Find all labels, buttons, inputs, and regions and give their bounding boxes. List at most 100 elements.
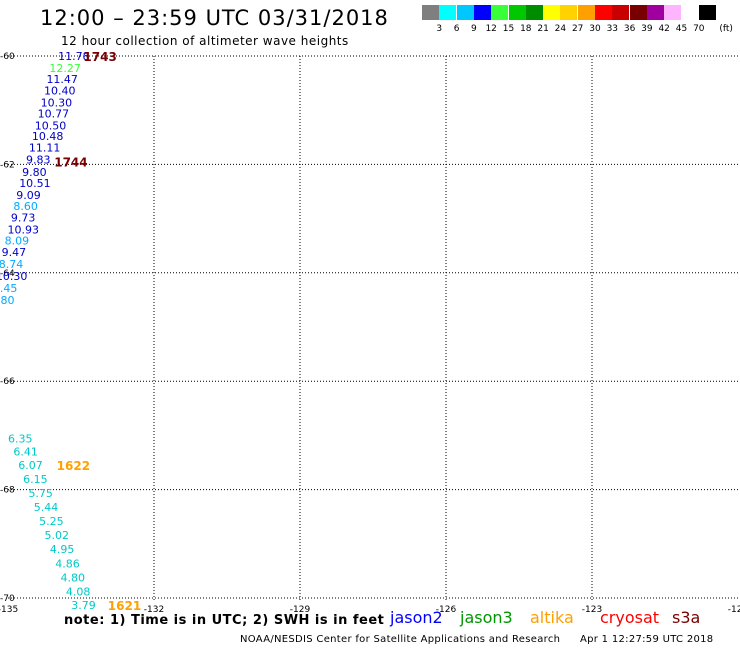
latitude-label: -62 <box>0 160 15 170</box>
color-scale-label: 15 <box>502 24 515 34</box>
color-swatch <box>681 5 699 20</box>
wave-height-value: 10.30 <box>0 270 27 283</box>
generated-timestamp: Apr 1 12:27:59 UTC 2018 <box>580 634 714 645</box>
longitude-label: -135 <box>0 605 18 615</box>
color-swatch <box>439 5 457 20</box>
color-swatch <box>629 5 647 20</box>
color-scale-label: 45 <box>675 24 688 34</box>
satellite-legend-altika: altika <box>530 608 574 627</box>
color-swatch <box>646 5 664 20</box>
color-swatch <box>664 5 682 20</box>
wave-height-value: 10.93 <box>8 223 40 236</box>
pass-time-label: 1621 <box>108 599 141 613</box>
color-swatch <box>525 5 543 20</box>
color-scale-label: 39 <box>641 24 653 34</box>
color-scale-label: 3 <box>436 24 443 34</box>
wave-height-value: 5.75 <box>28 487 53 500</box>
longitude-label: -126 <box>436 605 457 615</box>
wave-height-value: 8.09 <box>5 234 30 247</box>
latitude-label: -66 <box>0 377 15 387</box>
wave-height-value: 11.78 <box>58 50 89 63</box>
wave-height-value: 10.50 <box>35 119 66 132</box>
map-grid <box>8 55 738 602</box>
wave-height-value: 8.60 <box>13 200 38 213</box>
color-scale-label: 27 <box>571 24 584 34</box>
wave-height-value: 4.86 <box>55 557 80 570</box>
color-swatch <box>698 5 716 20</box>
wave-height-value: 8.45 <box>0 282 17 295</box>
wave-height-value: 6.15 <box>23 473 48 486</box>
pass-time-label: 1744 <box>54 156 87 170</box>
wave-height-value: 10.30 <box>41 97 73 110</box>
satellite-legend-cryosat: cryosat <box>600 608 660 627</box>
credit-text: NOAA/NESDIS Center for Satellite Applica… <box>240 634 561 645</box>
footer-note: note: 1) Time is in UTC; 2) SWH is in fe… <box>64 613 385 628</box>
color-scale-label: 33 <box>606 24 619 34</box>
wave-height-value: 9.80 <box>22 166 47 179</box>
wave-height-value: 6.41 <box>13 446 38 459</box>
wave-height-value: 9.09 <box>16 189 40 202</box>
wave-height-value: 10.77 <box>38 107 70 120</box>
color-swatch <box>473 5 491 20</box>
color-swatch <box>612 5 630 20</box>
longitude-label: -120 <box>728 605 740 615</box>
satellite-legend-jason3: jason3 <box>460 608 513 627</box>
color-swatch <box>577 5 595 20</box>
color-scale-label: 30 <box>589 24 601 34</box>
color-scale-label: 24 <box>554 24 567 34</box>
latitude-label: -70 <box>0 594 15 604</box>
page-title: 12:00 – 23:59 UTC 03/31/2018 <box>40 6 389 30</box>
latitude-label: -68 <box>0 486 15 496</box>
wave-height-value: 4.95 <box>50 543 75 556</box>
satellite-legend-s3a: s3a <box>672 608 701 627</box>
wave-height-value: 9.47 <box>2 246 27 259</box>
color-scale-label: 18 <box>520 24 532 34</box>
wave-height-value: 9.83 <box>26 154 51 167</box>
wave-height-value: 10.40 <box>44 85 76 98</box>
page-subtitle: 12 hour collection of altimeter wave hei… <box>61 34 349 48</box>
wave-height-value: 9.73 <box>11 212 35 225</box>
wave-height-value: 3.79 <box>71 599 96 612</box>
longitude-label: -132 <box>144 605 164 615</box>
color-swatch <box>491 5 509 20</box>
wave-height-value: 7.80 <box>0 294 14 307</box>
color-scale-label: 9 <box>471 24 477 34</box>
color-scale-label: 6 <box>453 24 460 34</box>
wave-height-value: 8.74 <box>0 258 23 271</box>
wave-height-value: 12.27 <box>49 62 81 75</box>
wave-height-value: 11.47 <box>46 73 78 86</box>
latitude-label: -60 <box>0 52 15 62</box>
observation-values: 11.7812.2711.4710.4010.3010.7710.5010.48… <box>0 50 96 612</box>
color-scale-label: 42 <box>658 24 670 34</box>
wave-height-value: 10.48 <box>32 130 63 143</box>
pass-time-labels: 1743 1744 1622 1621 <box>54 50 141 613</box>
color-scale-label: 70 <box>693 24 705 34</box>
color-swatch <box>456 5 474 20</box>
longitude-label: -129 <box>290 605 311 615</box>
color-scale-label: 21 <box>537 24 549 34</box>
wave-height-value: 10.51 <box>19 177 51 190</box>
color-swatch <box>543 5 561 20</box>
wave-height-value: 5.02 <box>45 529 70 542</box>
pass-time-label: 1743 <box>83 50 116 64</box>
satellite-legend-jason2: jason2 <box>390 608 443 627</box>
wave-height-value: 5.25 <box>39 515 64 528</box>
pass-time-label: 1622 <box>57 459 90 473</box>
color-swatch <box>508 5 526 20</box>
wave-height-value: 6.07 <box>18 459 43 472</box>
color-scale-unit: (ft) <box>719 24 733 34</box>
color-swatch <box>595 5 612 20</box>
wave-height-value: 4.08 <box>66 585 91 598</box>
wave-height-value: 5.44 <box>34 501 59 514</box>
longitude-labels: -135 -132 -129 -126 -123 -120 <box>0 605 740 615</box>
color-scale-label: 36 <box>623 24 636 34</box>
color-swatch <box>422 5 439 20</box>
wave-height-value: 6.35 <box>8 433 33 446</box>
color-swatch <box>560 5 578 20</box>
color-scale-label: 12 <box>485 24 497 34</box>
latitude-labels: -60 -62 -64 -66 -68 -70 <box>0 52 15 604</box>
longitude-label: -123 <box>582 605 602 615</box>
latitude-label: -64 <box>0 269 15 279</box>
wave-height-value: 11.11 <box>29 142 61 155</box>
